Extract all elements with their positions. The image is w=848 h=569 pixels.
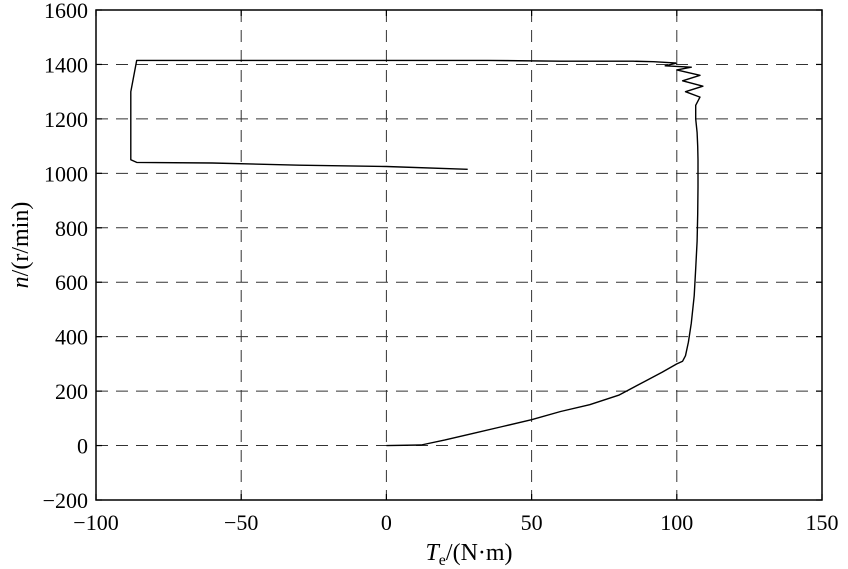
grid-lines	[96, 10, 822, 500]
y-axis-label-text: n/(r/min)	[8, 202, 34, 289]
y-tick-label: 600	[55, 270, 88, 295]
x-tick-label: −50	[224, 510, 258, 535]
plot-area-frame	[95, 9, 823, 501]
y-tick-label: 1200	[44, 107, 88, 132]
y-tick-label: 1600	[44, 0, 88, 23]
y-tick-label: 0	[77, 434, 88, 459]
x-tick-label: −100	[73, 510, 118, 535]
x-axis-label: Te/(N·m)	[425, 540, 512, 569]
data-series	[130, 59, 704, 447]
x-tick-label: 0	[381, 510, 392, 535]
x-tick-label: 50	[521, 510, 543, 535]
x-tick-label: 100	[660, 510, 693, 535]
y-tick-label: 200	[55, 379, 88, 404]
axis-ticks: −100 −50 0 50 100 150 −200 0 200 400 600 800 1000 120…	[43, 0, 839, 535]
y-tick-label: 800	[55, 216, 88, 241]
y-tick-label: −200	[43, 488, 88, 513]
y-axis-label: n/(r/min)	[8, 202, 34, 289]
x-axis-label-text: Te/(N·m)	[425, 540, 512, 569]
y-tick-label: 1000	[44, 161, 88, 186]
y-tick-label: 400	[55, 325, 88, 350]
x-tick-label: 150	[806, 510, 839, 535]
y-tick-label: 1400	[44, 52, 88, 77]
series-line-0	[130, 59, 704, 447]
